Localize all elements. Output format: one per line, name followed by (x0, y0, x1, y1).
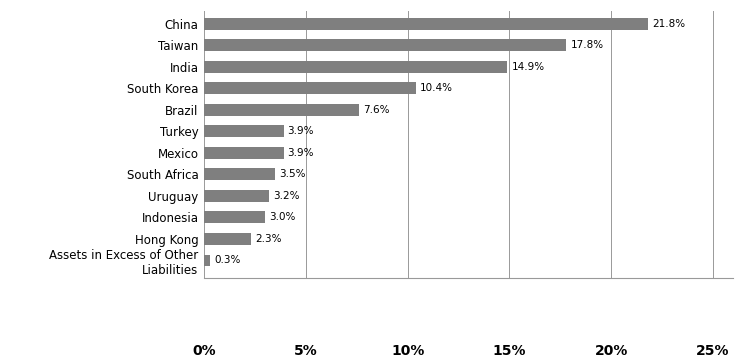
Bar (204, 82, 416, 94)
Text: 10.4%: 10.4% (420, 83, 453, 93)
Bar (204, 255, 210, 266)
Bar (204, 190, 269, 202)
Bar (204, 168, 275, 180)
Bar (204, 125, 284, 137)
Bar (204, 18, 648, 30)
Text: 3.5%: 3.5% (280, 169, 306, 179)
Text: 3.0%: 3.0% (269, 213, 296, 222)
Bar (204, 104, 359, 116)
Text: 7.6%: 7.6% (363, 105, 389, 115)
Text: 3.9%: 3.9% (287, 126, 314, 136)
Text: 2.3%: 2.3% (255, 234, 281, 244)
Text: 14.9%: 14.9% (512, 62, 544, 72)
Text: 0.3%: 0.3% (214, 256, 240, 266)
Bar (204, 39, 566, 51)
Bar (204, 61, 507, 73)
Bar (204, 233, 251, 245)
Text: 3.9%: 3.9% (287, 148, 314, 158)
Text: 3.2%: 3.2% (274, 191, 300, 201)
Text: 17.8%: 17.8% (571, 40, 603, 50)
Bar (204, 147, 284, 159)
Text: 21.8%: 21.8% (652, 19, 685, 28)
Bar (204, 211, 265, 223)
